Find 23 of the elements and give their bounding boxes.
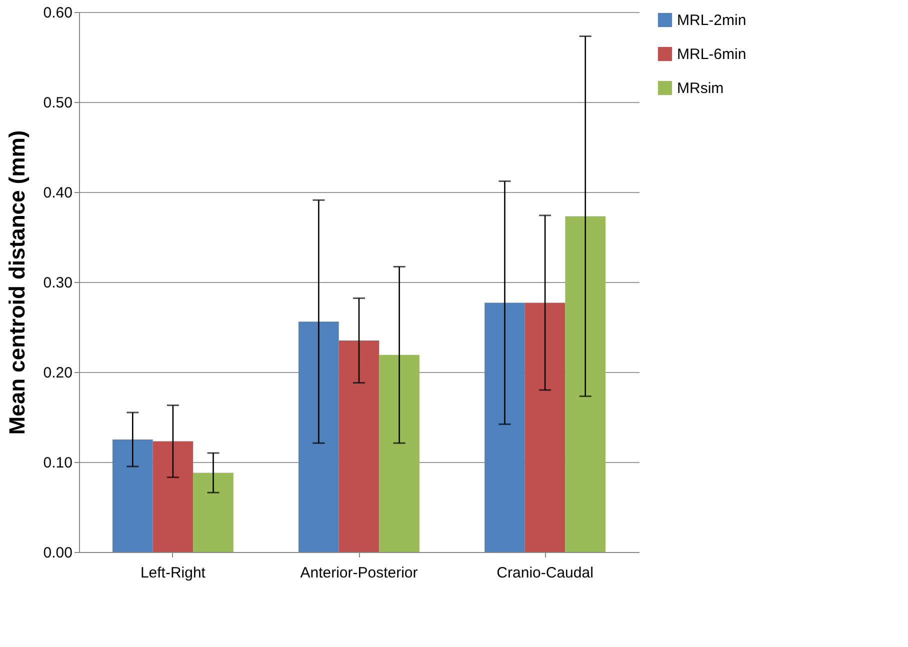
y-tick-label: 0.30 [43, 274, 72, 292]
bar [379, 354, 420, 552]
y-axis-title: Mean centroid distance (mm) [4, 130, 30, 435]
bar [565, 216, 606, 552]
bar [152, 441, 194, 552]
bar [298, 322, 339, 552]
bar [338, 340, 380, 552]
x-tick-label: Cranio-Caudal [496, 564, 594, 582]
legend-label: MRL-2min [677, 12, 746, 29]
bar [524, 302, 566, 552]
legend-label: MRL-6min [677, 46, 746, 63]
y-tick-label: 0.60 [43, 4, 72, 22]
x-tick-label: Anterior-Posterior [300, 564, 418, 582]
x-tick-label: Left-Right [140, 564, 206, 582]
y-tick-label: 0.00 [43, 544, 72, 562]
bar [484, 302, 525, 552]
y-tick-label: 0.40 [43, 184, 72, 202]
y-tick-label: 0.20 [43, 364, 72, 382]
bar [193, 472, 234, 552]
y-tick-label: 0.10 [43, 454, 72, 472]
bar [112, 440, 153, 552]
y-tick-label: 0.50 [43, 94, 72, 112]
legend-label: MRsim [677, 80, 724, 97]
